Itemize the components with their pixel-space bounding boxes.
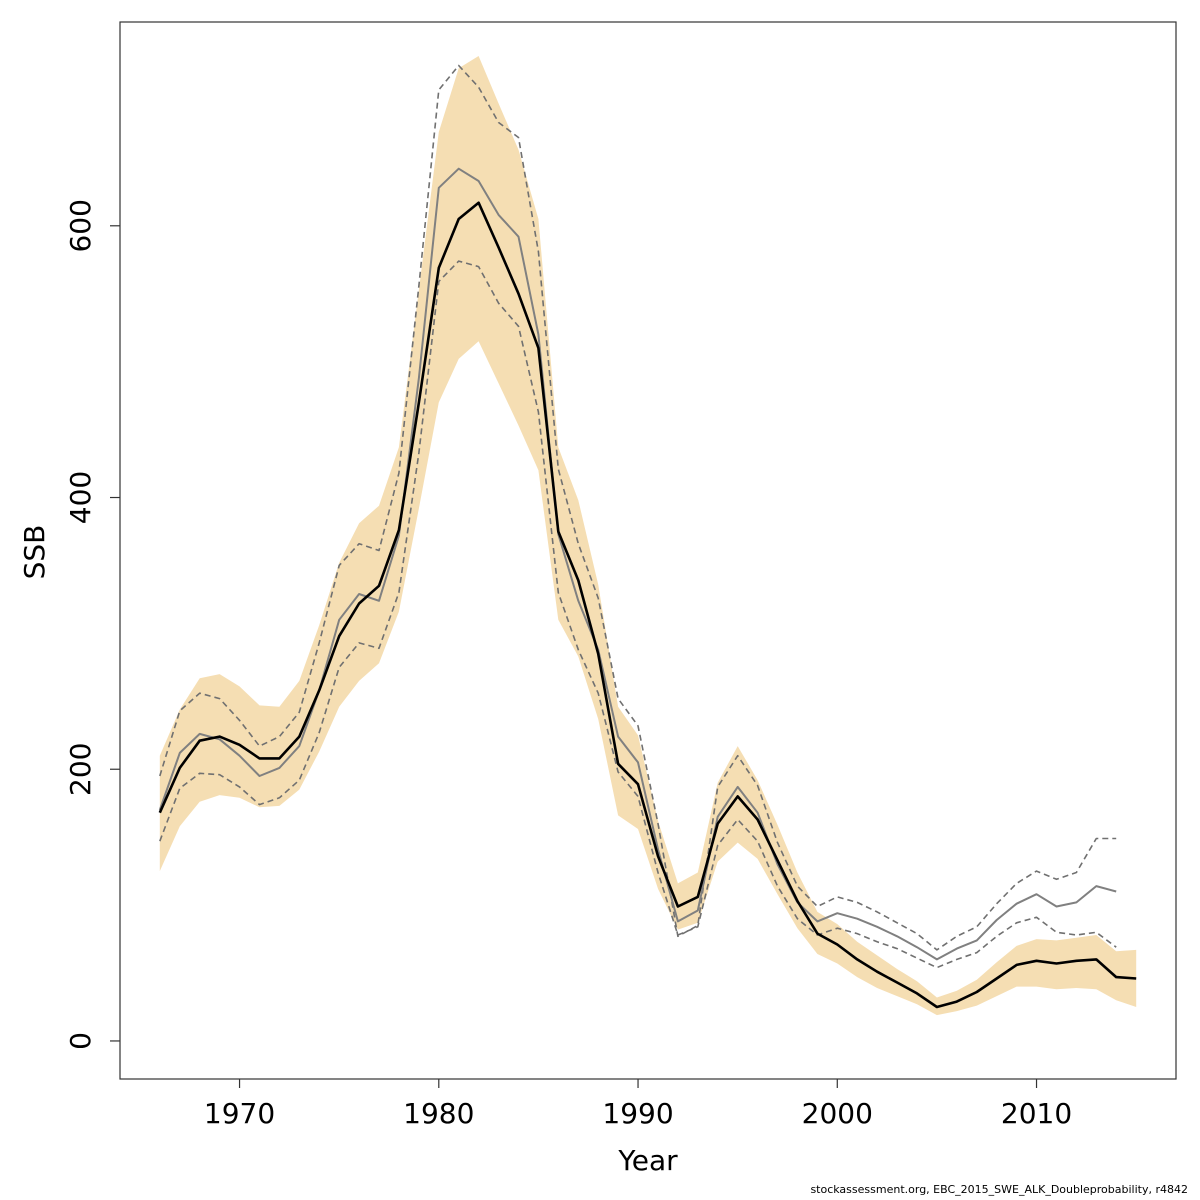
x-axis-title: Year — [617, 1144, 678, 1177]
previous-lower-ci-line — [159, 260, 1117, 969]
x-tick-label-1970: 1970 — [204, 1097, 275, 1130]
y-tick-label-400: 400 — [64, 471, 97, 524]
footer-note: stockassessment.org, EBC_2015_SWE_ALK_Do… — [810, 1183, 1188, 1196]
previous-upper-ci-line — [159, 64, 1117, 951]
x-axis: 1970 1980 1990 2000 2010 — [204, 1079, 1072, 1130]
y-tick-label-0: 0 — [64, 1032, 97, 1050]
plot-frame — [119, 21, 1177, 1080]
ssb-estimate-line — [158, 201, 1137, 1009]
x-tick-label-2010: 2010 — [1001, 1097, 1072, 1130]
x-tick-label-1990: 1990 — [602, 1097, 673, 1130]
x-tick-label-1980: 1980 — [403, 1097, 474, 1130]
y-axis-title: SSB — [18, 525, 51, 580]
x-tick-label-2000: 2000 — [802, 1097, 873, 1130]
y-tick-label-600: 600 — [64, 199, 97, 252]
y-axis: 0 200 400 600 — [64, 199, 120, 1050]
y-tick-label-200: 200 — [64, 743, 97, 796]
series-line-layer — [158, 64, 1137, 1009]
